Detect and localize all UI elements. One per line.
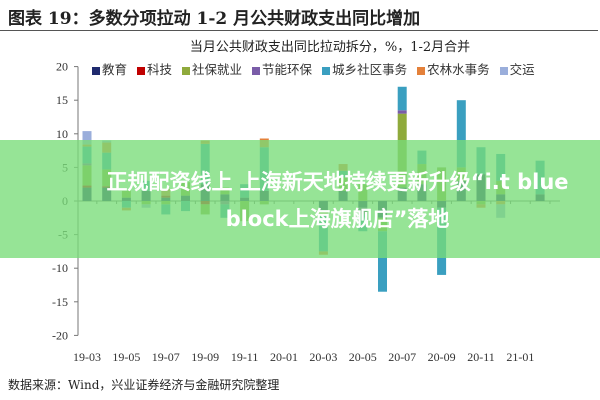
legend-label: 科技 [147, 62, 173, 77]
y-tick-label: 10 [56, 127, 68, 141]
legend-item: 节能环保 [252, 59, 312, 78]
legend-swatch [417, 66, 426, 75]
chart-legend: 教育 科技 社保就业 节能环保 城乡社区事务 农林水事务 交运 [92, 59, 535, 78]
y-tick-label: -20 [52, 328, 68, 342]
y-tick-label: -15 [52, 295, 68, 309]
x-tick-label: 20-01 [270, 350, 298, 364]
x-tick-label: 20-05 [349, 350, 377, 364]
x-tick-label: 20-03 [309, 350, 337, 364]
y-tick-label: -10 [52, 261, 68, 275]
figure-title: 图表 19：多数分项拉动 1-2 月公共财政支出同比增加 [8, 9, 421, 29]
title-divider [0, 30, 598, 31]
legend-item: 科技 [137, 59, 172, 78]
overlay-banner-text[interactable]: 正规配资线上 上海新天地持续更新升级“i.t blue block上海旗舰店”落… [106, 170, 569, 231]
legend-swatch [252, 66, 261, 75]
legend-label: 教育 [102, 62, 128, 77]
legend-label: 社保就业 [192, 62, 243, 77]
legend-swatch [92, 66, 100, 75]
x-tick-label: 21-01 [506, 350, 534, 364]
legend-label: 城乡社区事务 [332, 62, 408, 77]
x-tick-label: 19-05 [112, 350, 140, 364]
legend-swatch [499, 66, 508, 75]
legend-item: 社保就业 [182, 59, 242, 78]
legend-swatch [182, 66, 191, 75]
legend-label: 农林水事务 [427, 62, 490, 77]
y-tick-label: 15 [56, 93, 68, 107]
x-tick-label: 20-09 [428, 350, 456, 364]
x-tick-label: 20-11 [467, 350, 495, 364]
x-tick-label: 19-07 [152, 350, 180, 364]
bar-segment [397, 86, 407, 111]
legend-swatch [322, 66, 331, 75]
x-tick-label: 19-11 [231, 350, 259, 364]
chart-title: 当月公共财政支出同比拉动拆分，%，1-2月合并 [189, 40, 471, 55]
legend-item: 城乡社区事务 [322, 59, 407, 78]
legend-label: 交运 [509, 62, 535, 77]
bar-segment [378, 231, 387, 292]
bar-segment [456, 100, 466, 168]
y-tick-label: 20 [56, 60, 68, 74]
legend-label: 节能环保 [262, 62, 313, 77]
bar-segment [82, 131, 92, 145]
overlay-banner[interactable] [0, 140, 600, 258]
bar-segment [397, 110, 407, 114]
x-tick-label: 19-09 [191, 350, 219, 364]
x-tick-label: 19-03 [73, 350, 101, 364]
legend-swatch [137, 66, 146, 75]
source-note: 数据来源：Wind，兴业证券经济与金融研究院整理 [8, 378, 280, 392]
legend-item: 交运 [499, 59, 535, 78]
legend-item: 农林水事务 [417, 59, 490, 78]
x-tick-label: 20-07 [388, 350, 416, 364]
legend-item: 教育 [92, 59, 127, 78]
